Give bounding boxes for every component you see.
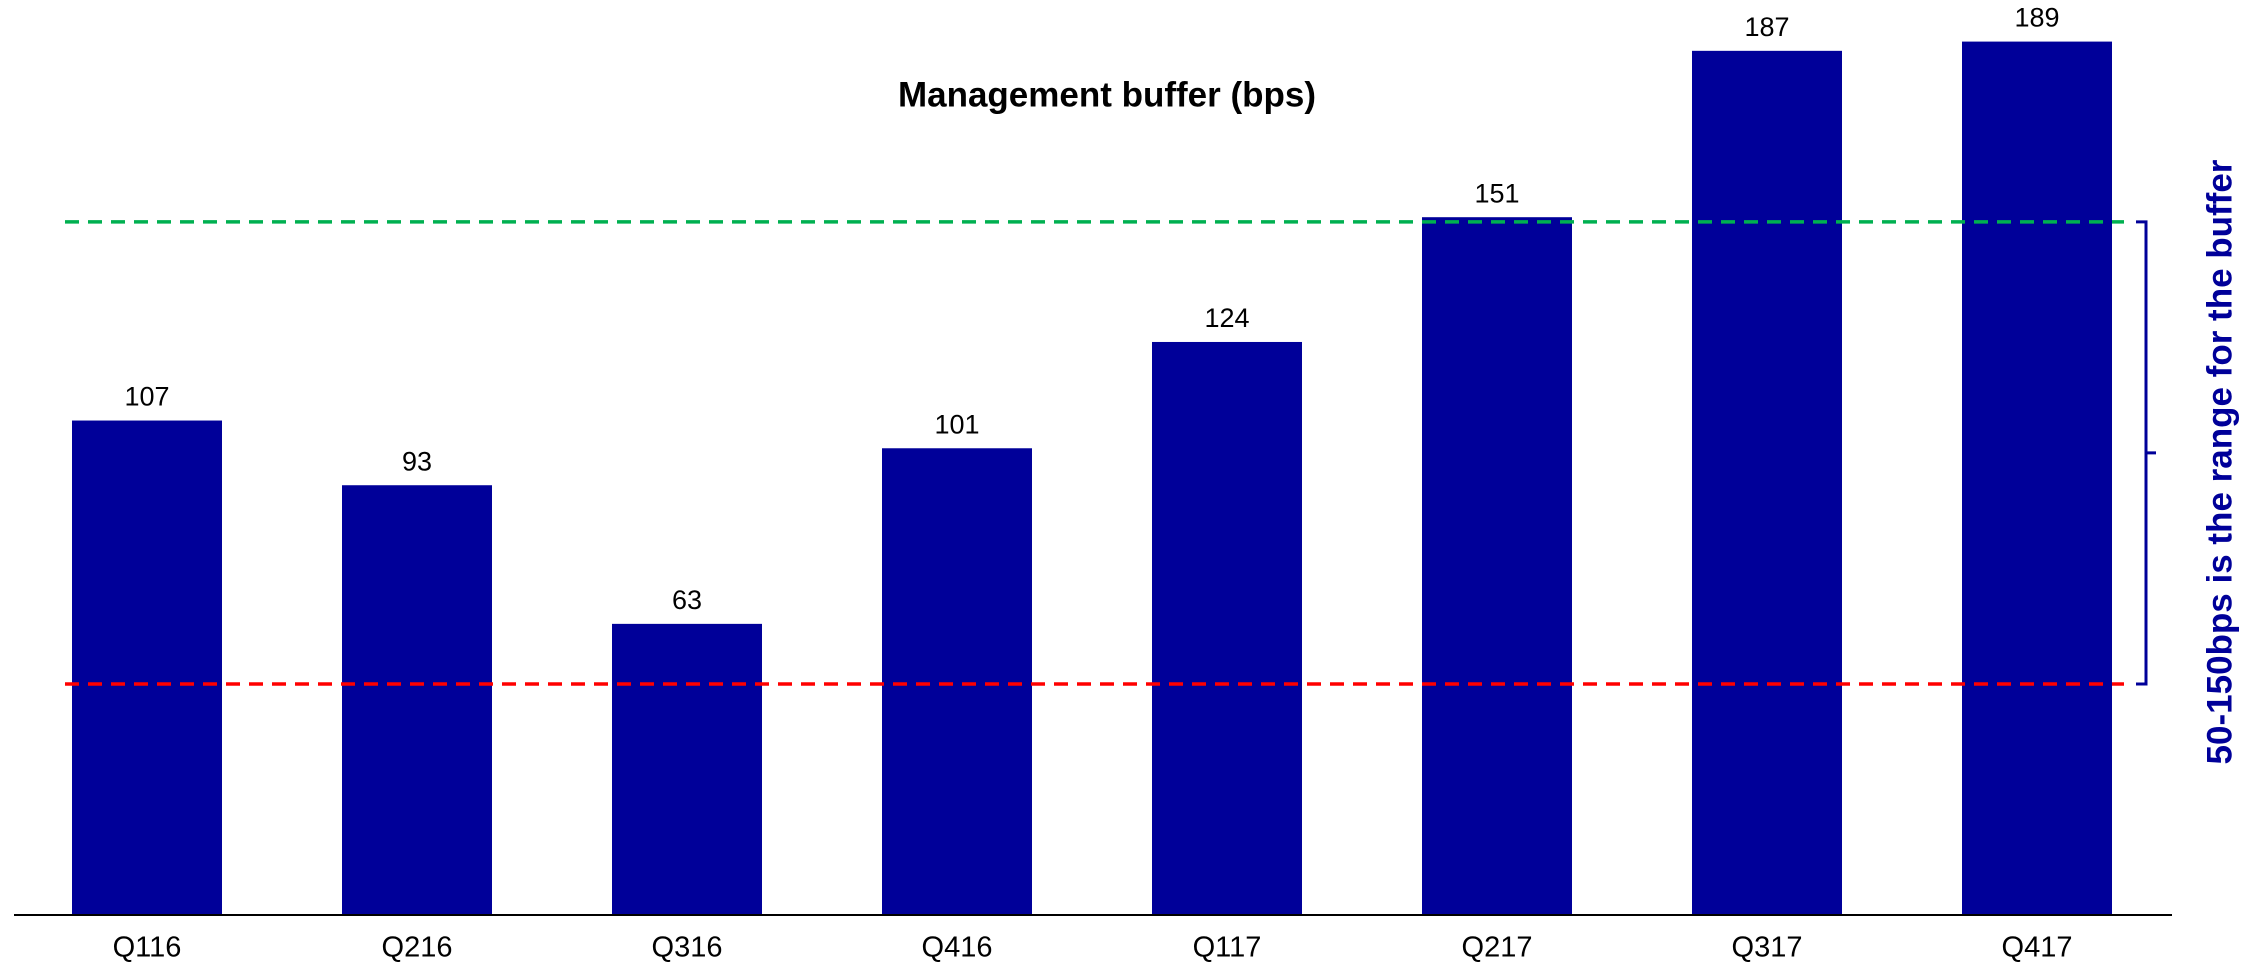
bar (342, 485, 492, 915)
x-tick-label: Q316 (652, 932, 723, 964)
bar (882, 448, 1032, 915)
value-label: 189 (2014, 3, 2059, 33)
value-label: 124 (1204, 303, 1249, 333)
value-label: 101 (934, 409, 979, 439)
x-tick-label: Q416 (922, 932, 993, 964)
value-label: 151 (1474, 178, 1519, 208)
annotation: 50-150bps is the range for the buffer (2200, 159, 2239, 764)
bar (1152, 341, 1302, 915)
value-label: 93 (402, 446, 432, 476)
bar (1422, 217, 1572, 916)
bar (612, 623, 762, 915)
x-tick-label: Q116 (113, 932, 182, 964)
x-tick-label: Q417 (2002, 932, 2073, 964)
value-label: 107 (124, 382, 169, 412)
x-tick-label: Q117 (1193, 932, 1262, 964)
range-brace (2136, 220, 2156, 686)
bar (1692, 50, 1842, 916)
value-label: 63 (672, 585, 702, 615)
x-tick-label: Q217 (1462, 932, 1533, 964)
bar (72, 420, 222, 915)
x-tick-label: Q317 (1732, 932, 1803, 964)
chart-title: Management buffer (bps) (898, 75, 1316, 114)
value-label: 187 (1744, 12, 1789, 42)
bar (1962, 41, 2112, 916)
x-tick-label: Q216 (382, 932, 453, 964)
